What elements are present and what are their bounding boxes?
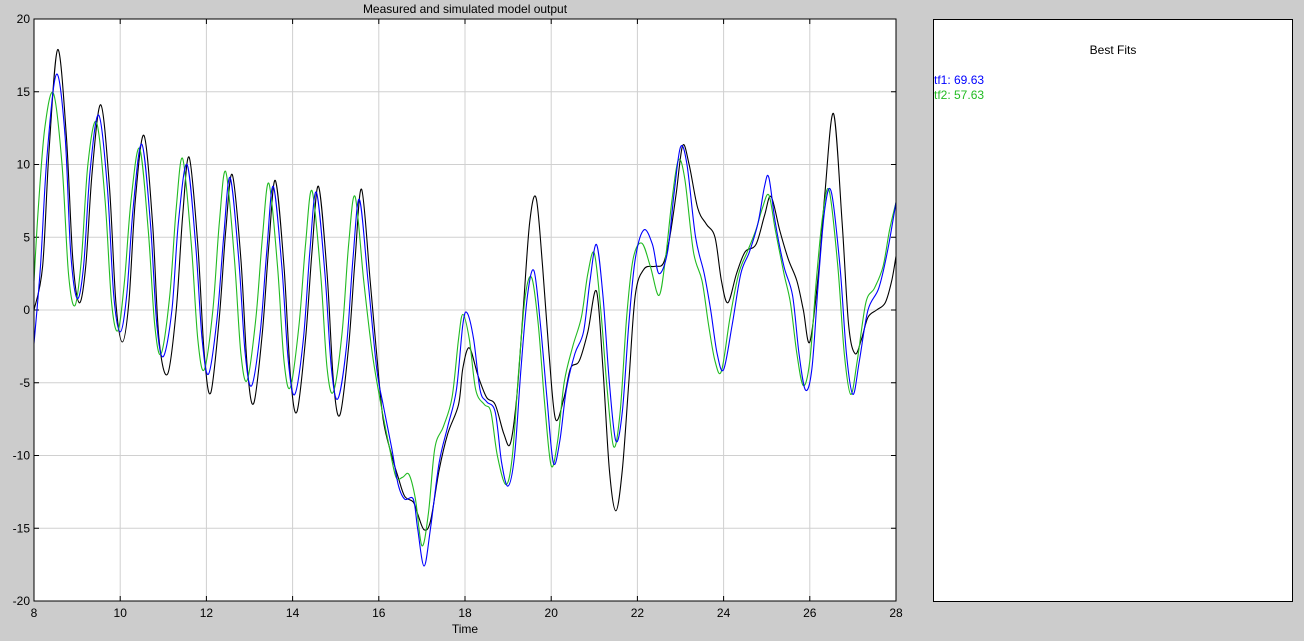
- x-tick-label: 24: [717, 606, 731, 620]
- y-tick-label: 20: [17, 12, 31, 26]
- x-tick-label: 28: [889, 606, 903, 620]
- best-fits-title: Best Fits: [1089, 43, 1137, 57]
- y-tick-label: 15: [17, 85, 31, 99]
- series-line-measured: [33, 49, 897, 531]
- x-tick-label: 22: [631, 606, 645, 620]
- y-tick-label: -20: [13, 594, 31, 608]
- x-tick-label: 18: [458, 606, 472, 620]
- x-tick-label: 26: [803, 606, 817, 620]
- series-lines: [33, 49, 897, 567]
- x-tick-label: 10: [114, 606, 128, 620]
- y-tick-label: 0: [23, 303, 30, 317]
- y-tick-labels: -20 -15 -10 -5 0 5 10 15 20: [13, 12, 31, 608]
- x-tick-label: 12: [200, 606, 214, 620]
- best-fits-panel: Best Fits tf1: 69.63 tf2: 57.63: [933, 19, 1293, 602]
- axes-frame: [33, 18, 897, 602]
- y-tick-label: -15: [13, 521, 31, 535]
- x-tick-label: 8: [31, 606, 38, 620]
- x-tick-label: 20: [545, 606, 559, 620]
- x-tick-labels: 8 10 12 14 16 18 20 22 24 26 28: [31, 606, 903, 620]
- series-line-tf1: [33, 73, 897, 567]
- chart-title: Measured and simulated model output: [362, 2, 568, 16]
- x-tick-label: 16: [372, 606, 386, 620]
- fit-entry-tf2[interactable]: tf2: 57.63: [934, 88, 985, 102]
- x-tick-label: 14: [286, 606, 300, 620]
- y-tick-label: 10: [17, 158, 31, 172]
- y-tick-label: -10: [13, 449, 31, 463]
- y-tick-label: 5: [23, 230, 30, 244]
- x-axis-label: Time: [451, 622, 479, 636]
- y-tick-label: -5: [19, 376, 30, 390]
- series-line-tf2: [33, 91, 897, 547]
- fit-entry-tf1[interactable]: tf1: 69.63: [934, 73, 985, 87]
